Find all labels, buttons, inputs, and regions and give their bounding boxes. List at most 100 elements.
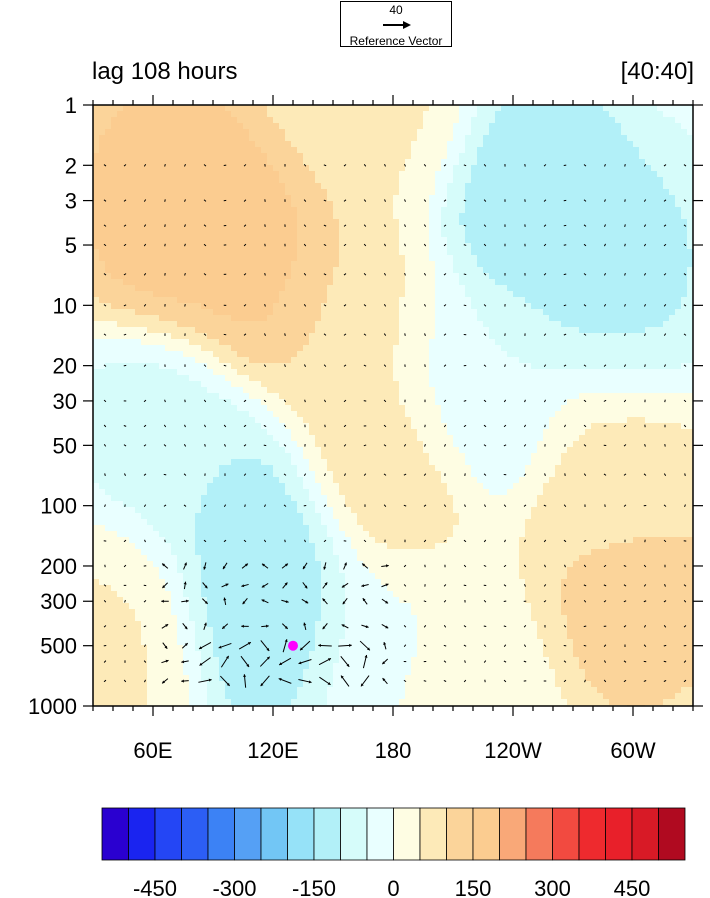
contour-cell — [687, 237, 694, 244]
contour-cell — [255, 315, 262, 322]
contour-cell — [495, 171, 502, 178]
contour-cell — [255, 303, 262, 310]
contour-cell — [363, 375, 370, 382]
contour-cell — [585, 177, 592, 184]
contour-cell — [99, 381, 106, 388]
contour-cell — [663, 297, 670, 304]
contour-cell — [267, 117, 274, 124]
contour-cell — [177, 387, 184, 394]
contour-cell — [405, 219, 412, 226]
contour-cell — [249, 117, 256, 124]
contour-cell — [207, 219, 214, 226]
contour-cell — [525, 333, 532, 340]
contour-cell — [183, 303, 190, 310]
contour-cell — [579, 147, 586, 154]
contour-cell — [237, 381, 244, 388]
contour-cell — [441, 339, 448, 346]
contour-cell — [273, 213, 280, 220]
contour-cell — [123, 237, 130, 244]
contour-cell — [291, 327, 298, 334]
contour-cell — [465, 309, 472, 316]
contour-cell — [573, 237, 580, 244]
contour-cell — [621, 327, 628, 334]
contour-cell — [405, 141, 412, 148]
contour-cell — [483, 123, 490, 130]
contour-cell — [249, 225, 256, 232]
contour-cell — [471, 147, 478, 154]
contour-cell — [543, 129, 550, 136]
contour-cell — [135, 357, 142, 364]
contour-cell — [543, 117, 550, 124]
contour-cell — [219, 177, 226, 184]
contour-cell — [327, 309, 334, 316]
contour-cell — [453, 291, 460, 298]
contour-cell — [147, 111, 154, 118]
contour-cell — [165, 387, 172, 394]
contour-cell — [201, 357, 208, 364]
contour-cell — [315, 225, 322, 232]
contour-cell — [573, 399, 580, 406]
contour-cell — [219, 267, 226, 274]
contour-cell — [159, 363, 166, 370]
contour-cell — [225, 309, 232, 316]
contour-cell — [141, 111, 148, 118]
contour-cell — [225, 363, 232, 370]
contour-cell — [189, 261, 196, 268]
contour-cell — [357, 129, 364, 136]
contour-cell — [291, 357, 298, 364]
contour-cell — [675, 171, 682, 178]
contour-cell — [627, 351, 634, 358]
contour-cell — [141, 285, 148, 292]
contour-cell — [489, 285, 496, 292]
contour-cell — [615, 399, 622, 406]
contour-cell — [567, 105, 574, 112]
contour-cell — [207, 249, 214, 256]
contour-cell — [363, 165, 370, 172]
contour-cell — [483, 327, 490, 334]
contour-cell — [555, 219, 562, 226]
contour-cell — [525, 279, 532, 286]
contour-cell — [303, 237, 310, 244]
contour-cell — [411, 183, 418, 190]
contour-cell — [183, 219, 190, 226]
contour-cell — [285, 183, 292, 190]
contour-cell — [387, 219, 394, 226]
contour-cell — [195, 231, 202, 238]
contour-cell — [381, 159, 388, 166]
contour-cell — [651, 381, 658, 388]
contour-cell — [339, 105, 346, 112]
contour-cell — [159, 249, 166, 256]
contour-cell — [501, 189, 508, 196]
contour-cell — [147, 165, 154, 172]
contour-cell — [399, 153, 406, 160]
contour-cell — [483, 303, 490, 310]
contour-cell — [165, 291, 172, 298]
contour-cell — [147, 393, 154, 400]
contour-cell — [669, 249, 676, 256]
contour-cell — [393, 285, 400, 292]
contour-cell — [585, 117, 592, 124]
contour-cell — [387, 213, 394, 220]
contour-cell — [657, 273, 664, 280]
contour-cell — [339, 375, 346, 382]
contour-cell — [393, 381, 400, 388]
contour-cell — [315, 333, 322, 340]
contour-cell — [291, 213, 298, 220]
contour-cell — [405, 171, 412, 178]
contour-cell — [297, 237, 304, 244]
contour-cell — [681, 273, 688, 280]
contour-cell — [603, 309, 610, 316]
contour-cell — [579, 399, 586, 406]
contour-cell — [147, 201, 154, 208]
contour-cell — [225, 393, 232, 400]
contour-cell — [177, 375, 184, 382]
contour-cell — [501, 267, 508, 274]
contour-cell — [291, 159, 298, 166]
contour-cell — [597, 189, 604, 196]
contour-cell — [363, 195, 370, 202]
contour-cell — [225, 231, 232, 238]
contour-cell — [633, 381, 640, 388]
contour-cell — [423, 327, 430, 334]
contour-cell — [663, 213, 670, 220]
contour-cell — [669, 207, 676, 214]
